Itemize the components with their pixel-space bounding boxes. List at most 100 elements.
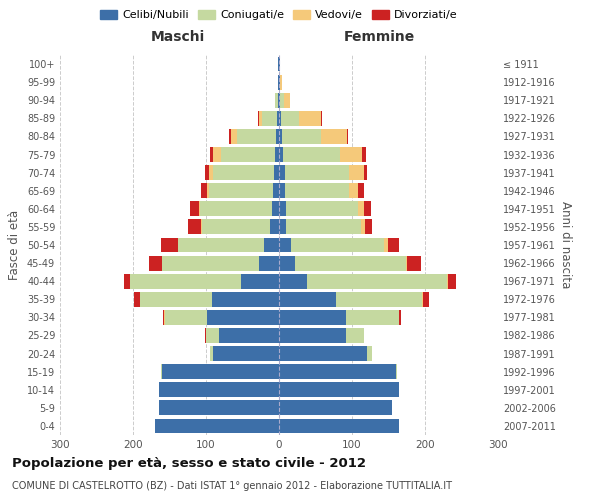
Bar <box>212 292 279 306</box>
Bar <box>205 328 206 343</box>
Bar <box>219 328 279 343</box>
Bar <box>276 129 279 144</box>
Bar <box>407 256 421 270</box>
Bar <box>299 111 322 126</box>
Bar <box>286 202 358 216</box>
Bar <box>275 147 279 162</box>
Bar <box>188 220 201 234</box>
Bar <box>295 256 406 270</box>
Bar <box>279 111 281 126</box>
Bar <box>162 256 259 270</box>
Bar <box>279 292 336 306</box>
Bar <box>286 220 361 234</box>
Text: Femmine: Femmine <box>344 30 415 44</box>
Bar <box>322 129 347 144</box>
Bar <box>140 292 212 306</box>
Bar <box>336 292 422 306</box>
Bar <box>149 256 162 270</box>
Bar <box>277 111 279 126</box>
Bar <box>367 346 373 361</box>
Bar <box>221 147 275 162</box>
Bar <box>279 310 346 325</box>
Bar <box>279 382 400 397</box>
Bar <box>307 274 447 288</box>
Bar <box>346 328 364 343</box>
Bar <box>205 165 209 180</box>
Bar <box>280 93 284 108</box>
Bar <box>279 346 367 361</box>
Bar <box>384 238 388 252</box>
Bar <box>279 274 307 288</box>
Bar <box>209 346 214 361</box>
Bar <box>278 74 279 90</box>
Bar <box>285 165 349 180</box>
Bar <box>388 238 399 252</box>
Bar <box>400 310 401 325</box>
Bar <box>358 202 364 216</box>
Text: Popolazione per età, sesso e stato civile - 2012: Popolazione per età, sesso e stato civil… <box>12 458 366 470</box>
Bar <box>279 184 285 198</box>
Y-axis label: Fasce di età: Fasce di età <box>8 210 21 280</box>
Bar <box>212 147 221 162</box>
Bar <box>259 256 279 270</box>
Legend: Celibi/Nubili, Coniugati/e, Vedovi/e, Divorziati/e: Celibi/Nubili, Coniugati/e, Vedovi/e, Di… <box>96 5 462 24</box>
Bar <box>158 400 279 415</box>
Bar <box>406 256 407 270</box>
Bar <box>279 202 286 216</box>
Bar <box>279 129 282 144</box>
Bar <box>279 364 396 379</box>
Bar <box>163 310 164 325</box>
Bar <box>279 147 283 162</box>
Bar <box>349 165 364 180</box>
Bar <box>209 184 273 198</box>
Bar <box>362 147 366 162</box>
Bar <box>190 202 199 216</box>
Bar <box>161 238 178 252</box>
Bar <box>447 274 448 288</box>
Bar <box>279 74 280 90</box>
Bar <box>284 93 290 108</box>
Bar <box>279 256 295 270</box>
Bar <box>207 184 209 198</box>
Bar <box>448 274 455 288</box>
Text: COMUNE DI CASTELROTTO (BZ) - Dati ISTAT 1° gennaio 2012 - Elaborazione TUTTITALI: COMUNE DI CASTELROTTO (BZ) - Dati ISTAT … <box>12 481 452 491</box>
Bar <box>274 165 279 180</box>
Bar <box>164 310 165 325</box>
Bar <box>340 147 362 162</box>
Bar <box>279 56 280 72</box>
Bar <box>279 220 286 234</box>
Bar <box>200 202 272 216</box>
Bar <box>241 274 279 288</box>
Bar <box>279 400 392 415</box>
Bar <box>283 147 340 162</box>
Bar <box>212 165 274 180</box>
Bar <box>290 238 384 252</box>
Bar <box>259 111 262 126</box>
Bar <box>231 129 236 144</box>
Bar <box>282 129 322 144</box>
Bar <box>280 74 282 90</box>
Bar <box>364 165 367 180</box>
Bar <box>161 364 162 379</box>
Bar <box>236 129 276 144</box>
Bar <box>349 184 358 198</box>
Bar <box>206 328 219 343</box>
Bar <box>278 93 279 108</box>
Bar <box>347 129 349 144</box>
Bar <box>279 328 346 343</box>
Bar <box>275 93 278 108</box>
Bar <box>358 184 364 198</box>
Bar <box>211 147 212 162</box>
Bar <box>346 310 399 325</box>
Bar <box>162 364 279 379</box>
Bar <box>281 111 299 126</box>
Bar <box>278 56 279 72</box>
Bar <box>364 202 371 216</box>
Bar <box>285 184 349 198</box>
Bar <box>279 93 280 108</box>
Bar <box>422 292 423 306</box>
Bar <box>279 165 285 180</box>
Bar <box>124 274 130 288</box>
Bar <box>208 310 279 325</box>
Bar <box>158 382 279 397</box>
